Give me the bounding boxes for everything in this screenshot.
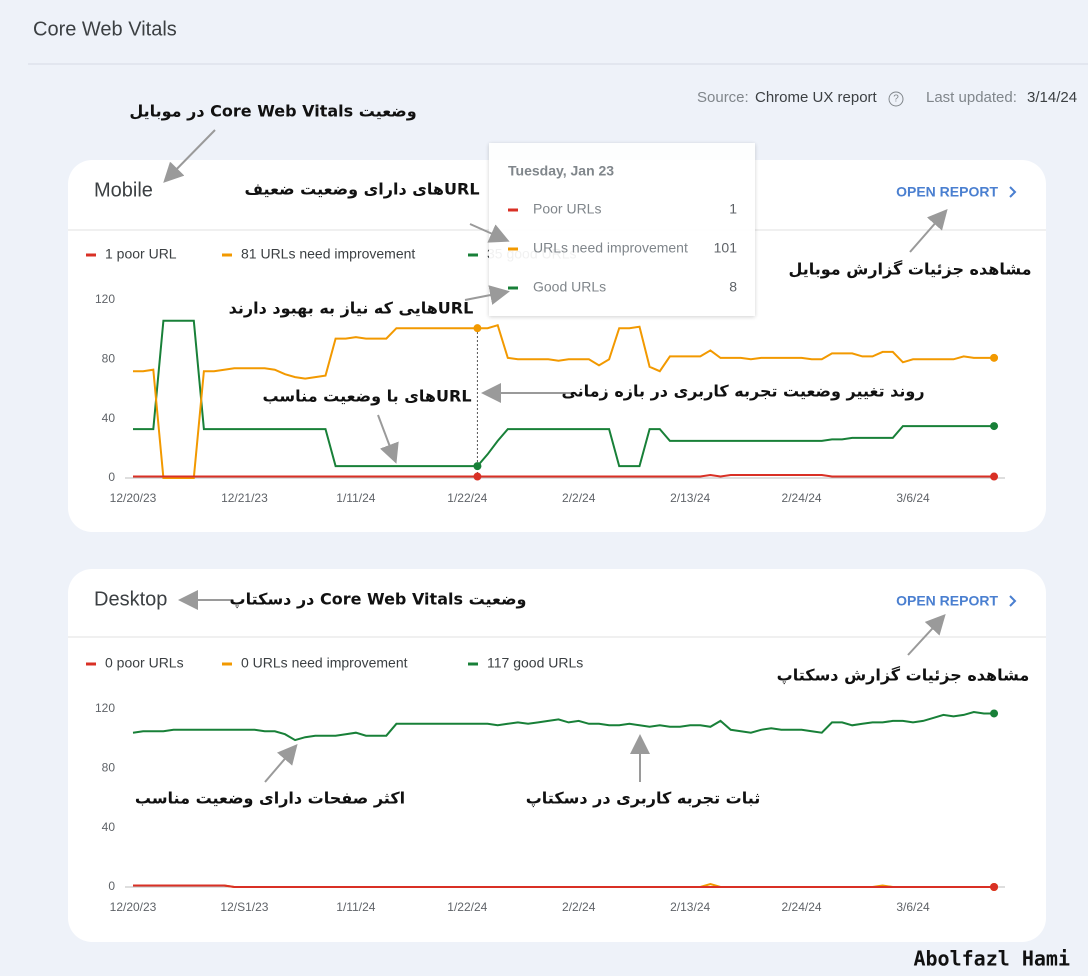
series-line [133,319,995,468]
tooltip-value: 101 [714,240,738,256]
source[interactable]: Chrome UX report [755,89,878,106]
card [68,569,1046,942]
x-tick-label: 3/6/24 [896,491,930,505]
x-tick-label: 2/2/24 [562,900,596,914]
annotation-arrows [163,129,948,783]
end-dot [990,472,999,481]
source-label: Source: [697,89,749,106]
annotations: وضعیت Core Web Vitals در موبایل URLهای د… [129,102,1031,809]
x-tick-label: 12/21/23 [221,491,268,505]
x-tick-label: 2/24/24 [782,491,822,505]
end-dot [990,883,999,891]
tooltip-value: 1 [729,201,737,217]
y-tick-label: 40 [102,820,116,834]
series-line [133,323,995,479]
series-line [133,884,995,888]
x-tick-label: 12/20/23 [110,900,157,914]
card-title: Mobile [94,179,153,201]
arrow [264,743,298,783]
annotation: اکثر صفحات دارای وضعیت مناسب [135,789,405,808]
y-tick-label: 0 [108,879,115,893]
y-tick-label: 120 [95,701,115,715]
card [68,160,1046,532]
card-title: Desktop [94,588,167,610]
tooltip-label: Poor URLs [533,201,601,217]
updated-label: Last updated: [926,89,1017,106]
page-title: Core Web Vitals [33,18,177,40]
annotation: URLهای دارای وضعیت ضعیف [244,180,479,199]
annotation: روند تغییر وضعیت تجربه کاربری در بازه زم… [561,382,924,401]
end-dot [990,709,999,718]
y-tick-label: 0 [108,470,115,484]
x-tick-label: 1/22/24 [447,491,487,505]
x-tick-label: 2/2/24 [562,491,596,505]
arrow [907,614,946,656]
legend-label: 0 poor URLs [105,655,184,671]
tooltip-label: Good URLs [533,279,606,295]
chevron [1009,595,1017,607]
legend-label: 1 poor URL [105,246,177,262]
x-tick-label: 1/22/24 [447,900,487,914]
x-tick-label: 12/S1/23 [220,900,268,914]
chart: Desktop OPEN REPORT 0 40 80 120 12/20/23 12/S1/… [86,588,1017,914]
updated: 3/14/24 [1027,89,1077,106]
x-tick-label: 1/11/24 [336,900,375,914]
hover-dot [473,472,482,481]
help-icon[interactable] [888,91,904,107]
annotation: وضعیت Core Web Vitals در موبایل [129,102,416,121]
y-tick-label: 40 [102,411,116,425]
annotation: وضعیت Core Web Vitals در دسکتاپ [230,590,527,610]
y-tick-label: 120 [95,292,115,306]
tooltip [489,143,755,316]
end-dot [990,422,999,431]
series-line [133,473,995,478]
arrow [377,414,399,464]
annotation: مشاهده جزئیات گزارش دسکتاپ [777,666,1030,686]
annotation: URLهای با وضعیت مناسب [262,387,471,406]
open-report[interactable]: OPEN REPORT [896,184,998,200]
x-tick-label: 3/6/24 [896,900,930,914]
watermark: Abolfazl Hami [913,947,1070,971]
end-dot [990,353,999,362]
chart: Mobile OPEN REPORT 0 40 80 120 12/20/23 12/21/2… [86,143,1017,505]
x-tick-label: 12/20/23 [110,491,157,505]
legend-label: 0 URLs need improvement [241,655,408,671]
arrow [163,129,216,183]
hover-dot [473,462,482,471]
tooltip-label: URLs need improvement [533,240,688,256]
open-report[interactable]: OPEN REPORT [896,593,998,609]
legend-label: 117 good URLs [487,655,583,671]
arrow [464,285,510,305]
arrow [909,208,948,253]
help-mark: ? [893,94,899,105]
legend-label: 81 URLs need improvement [241,246,415,262]
hover-dot [473,324,482,333]
annotation: URLهایی که نیاز به بهبود دارند [229,299,474,318]
y-tick-label: 80 [102,352,116,366]
x-tick-label: 1/11/24 [336,491,375,505]
annotation: ثبات تجربه کاربری در دسکتاپ [526,789,761,809]
series-line [132,710,995,742]
annotation: مشاهده جزئیات گزارش موبایل [788,260,1031,279]
tooltip-value: 8 [729,279,737,295]
tooltip-title: Tuesday, Jan 23 [508,163,614,179]
arrow [469,223,510,243]
chevron [1009,186,1017,198]
x-tick-label: 2/24/24 [782,900,822,914]
x-tick-label: 2/13/24 [670,491,710,505]
y-tick-label: 80 [102,761,116,775]
x-tick-label: 2/13/24 [670,900,710,914]
